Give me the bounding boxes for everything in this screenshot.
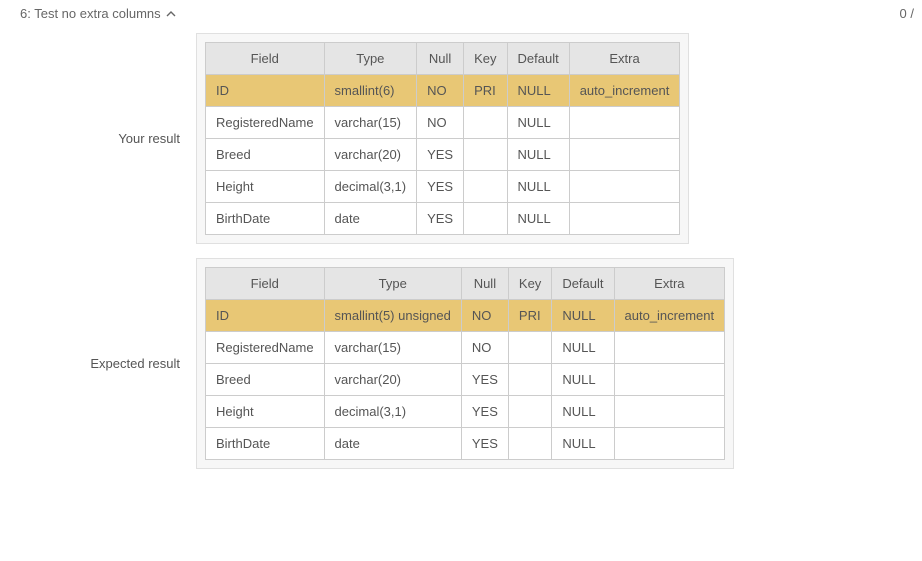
table-row: BirthDatedateYES NULL [206,428,725,460]
table-cell: Height [206,171,325,203]
table-cell: auto_increment [569,75,680,107]
table-cell: RegisteredName [206,107,325,139]
table-cell: auto_increment [614,300,725,332]
table-cell: varchar(15) [324,107,417,139]
table-cell [614,428,725,460]
table-cell: smallint(6) [324,75,417,107]
table-cell: NULL [552,364,614,396]
table-cell: YES [417,203,464,235]
table-cell: NULL [507,139,569,171]
table-cell: YES [461,428,508,460]
your-result-table-wrap: FieldTypeNullKeyDefaultExtraIDsmallint(6… [196,33,689,244]
table-cell [464,171,507,203]
table-cell [614,332,725,364]
table-row: IDsmallint(5) unsignedNOPRINULLauto_incr… [206,300,725,332]
table-cell: date [324,428,461,460]
table-row: Breedvarchar(20)YES NULL [206,364,725,396]
table-cell [614,396,725,428]
table-cell: NO [461,332,508,364]
table-cell [569,139,680,171]
expected-result-table-wrap: FieldTypeNullKeyDefaultExtraIDsmallint(5… [196,258,734,469]
table-cell [569,107,680,139]
column-header: Default [507,43,569,75]
table-row: RegisteredNamevarchar(15)NO NULL [206,107,680,139]
table-cell [508,332,551,364]
table-cell: NULL [552,396,614,428]
table-cell: varchar(20) [324,364,461,396]
table-cell: date [324,203,417,235]
table-cell: NULL [507,171,569,203]
column-header: Field [206,43,325,75]
table-cell [508,428,551,460]
table-cell: NULL [507,75,569,107]
table-cell [569,171,680,203]
table-cell [508,396,551,428]
table-row: Heightdecimal(3,1)YES NULL [206,396,725,428]
table-cell [508,364,551,396]
table-cell: PRI [464,75,507,107]
table-cell: NO [417,107,464,139]
table-cell: decimal(3,1) [324,171,417,203]
table-cell [464,107,507,139]
table-cell [464,139,507,171]
collapse-toggle[interactable]: 6: Test no extra columns [20,6,177,21]
table-cell: ID [206,75,325,107]
table-cell: varchar(20) [324,139,417,171]
column-header: Key [464,43,507,75]
table-cell: PRI [508,300,551,332]
your-result-table: FieldTypeNullKeyDefaultExtraIDsmallint(6… [205,42,680,235]
table-cell: YES [461,364,508,396]
table-cell: smallint(5) unsigned [324,300,461,332]
expected-result-label: Expected result [60,356,180,371]
table-cell: YES [417,139,464,171]
column-header: Type [324,268,461,300]
column-header: Default [552,268,614,300]
table-cell: BirthDate [206,428,325,460]
table-cell: Breed [206,139,325,171]
table-row: BirthDatedateYES NULL [206,203,680,235]
column-header: Null [461,268,508,300]
table-cell: RegisteredName [206,332,325,364]
table-cell: Height [206,396,325,428]
table-cell: decimal(3,1) [324,396,461,428]
chevron-up-icon [165,8,177,20]
table-cell: NULL [507,203,569,235]
column-header: Extra [614,268,725,300]
score-text: 0 / [900,6,914,21]
table-cell [569,203,680,235]
test-header: 6: Test no extra columns 0 / [0,0,922,27]
table-row: RegisteredNamevarchar(15)NO NULL [206,332,725,364]
column-header: Null [417,43,464,75]
table-cell [614,364,725,396]
table-cell: varchar(15) [324,332,461,364]
table-cell: NULL [552,300,614,332]
your-result-section: Your result FieldTypeNullKeyDefaultExtra… [0,33,922,244]
table-cell: BirthDate [206,203,325,235]
table-row: IDsmallint(6)NOPRINULLauto_increment [206,75,680,107]
table-row: Heightdecimal(3,1)YES NULL [206,171,680,203]
column-header: Field [206,268,325,300]
test-title: 6: Test no extra columns [20,6,161,21]
expected-result-table: FieldTypeNullKeyDefaultExtraIDsmallint(5… [205,267,725,460]
column-header: Extra [569,43,680,75]
table-cell: NO [417,75,464,107]
table-cell: NULL [507,107,569,139]
table-cell: NULL [552,428,614,460]
column-header: Key [508,268,551,300]
table-row: Breedvarchar(20)YES NULL [206,139,680,171]
table-cell: Breed [206,364,325,396]
table-cell: ID [206,300,325,332]
column-header: Type [324,43,417,75]
table-cell: YES [417,171,464,203]
table-cell: YES [461,396,508,428]
table-cell [464,203,507,235]
expected-result-section: Expected result FieldTypeNullKeyDefaultE… [0,258,922,469]
table-cell: NULL [552,332,614,364]
table-cell: NO [461,300,508,332]
your-result-label: Your result [60,131,180,146]
